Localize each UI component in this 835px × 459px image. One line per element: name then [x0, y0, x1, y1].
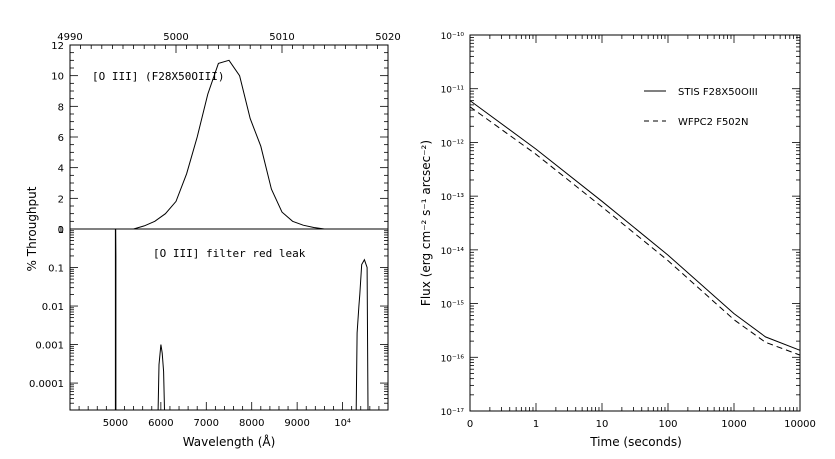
upper-y-tick-label: 6	[58, 133, 64, 144]
upper-y-tick-label: 8	[58, 102, 64, 113]
left-chart: 4990 5000 5010 5020 5000 6000 7000 8000 9000 10⁴…	[25, 32, 401, 449]
flux-tick-label: 10⁻¹¹	[441, 86, 465, 96]
stis-flux-line	[469, 100, 801, 351]
lower-annotation: [O III] filter red leak	[153, 247, 306, 260]
bottom-tick-label: 8000	[239, 418, 264, 429]
time-axis: 0 1 10 100 1000 10000	[467, 35, 816, 430]
top-tick-label: 4990	[57, 32, 82, 43]
time-tick-label: 1	[533, 419, 539, 430]
left-y-axis-label: % Throughput	[25, 186, 39, 271]
throughput-line	[70, 59, 388, 230]
right-plot-frame	[469, 34, 801, 412]
flux-tick-label: 10⁻¹²	[441, 139, 465, 149]
right-x-axis-label: Time (seconds)	[589, 435, 682, 449]
time-tick-label: 100	[658, 419, 677, 430]
flux-tick-label: 10⁻¹⁵	[441, 301, 465, 311]
flux-tick-label: 10⁻¹⁴	[441, 247, 465, 257]
bottom-tick-label: 6000	[148, 418, 173, 429]
lower-plot-frame	[69, 228, 389, 411]
right-chart: 0 1 10 100 1000 10000 10⁻¹⁰10⁻¹¹10⁻¹²10⁻¹³10⁻…	[419, 32, 816, 449]
right-y-axis-label: Flux (erg cm⁻² s⁻¹ arcsec⁻²)	[419, 140, 433, 306]
upper-throughput-series	[70, 59, 388, 230]
top-tick-label: 5020	[375, 32, 400, 43]
flux-tick-label: 10⁻¹⁷	[441, 408, 465, 418]
lower-y-tick-label: 0.01	[42, 302, 64, 313]
upper-throughput-axis: 0 2 4 6 8 10 12	[51, 41, 388, 236]
red-leak-line	[157, 344, 165, 411]
bottom-wavelength-axis: 5000 6000 7000 8000 9000 10⁴	[69, 402, 389, 429]
time-tick-label: 1000	[721, 419, 746, 430]
bottom-tick-label: 5000	[103, 418, 128, 429]
top-tick-label: 5000	[163, 32, 188, 43]
red-leak-line	[114, 228, 117, 410]
bottom-tick-label: 9000	[284, 418, 309, 429]
time-tick-label: 0	[467, 419, 473, 430]
lower-y-tick-label: 0.1	[48, 264, 64, 275]
top-tick-label: 5010	[269, 32, 294, 43]
legend-label-stis: STIS F28X50OIII	[678, 87, 758, 98]
flux-tick-label: 10⁻¹⁶	[441, 354, 465, 364]
time-tick-label: 10000	[784, 419, 816, 430]
upper-annotation: [O III] (F28X50OIII)	[92, 70, 224, 83]
upper-y-tick-label: 4	[58, 164, 64, 175]
lower-y-tick-label: 1	[58, 225, 64, 236]
upper-y-tick-label: 2	[58, 194, 64, 205]
flux-axis: 10⁻¹⁰ 10⁻¹¹ 10⁻¹² 10⁻¹³ 10⁻¹⁴ 10⁻¹⁵ 10⁻¹⁶ 10⁻¹⁷	[441, 32, 800, 418]
red-leak-line	[355, 258, 369, 411]
upper-y-tick-label: 10	[51, 72, 64, 83]
upper-y-tick-label: 12	[51, 41, 64, 52]
legend-label-wfpc2: WFPC2 F502N	[678, 117, 749, 128]
left-x-axis-label: Wavelength (Å)	[183, 434, 276, 449]
flux-tick-label: 10⁻¹⁰	[441, 32, 465, 42]
lower-y-tick-label: 0.001	[35, 341, 64, 352]
time-tick-label: 10	[596, 419, 609, 430]
legend: STIS F28X50OIII WFPC2 F502N	[644, 87, 758, 128]
flux-series	[469, 100, 801, 356]
wfpc2-flux-line	[469, 106, 801, 356]
red-leak-series	[114, 228, 369, 411]
bottom-tick-label: 7000	[194, 418, 219, 429]
bottom-tick-label: 10⁴	[334, 418, 351, 429]
flux-tick-label: 10⁻¹³	[441, 193, 465, 203]
top-wavelength-axis: 4990 5000 5010 5020	[57, 32, 401, 53]
lower-y-tick-label: 0.0001	[29, 379, 64, 390]
upper-y-tick-label: 0	[58, 225, 64, 236]
